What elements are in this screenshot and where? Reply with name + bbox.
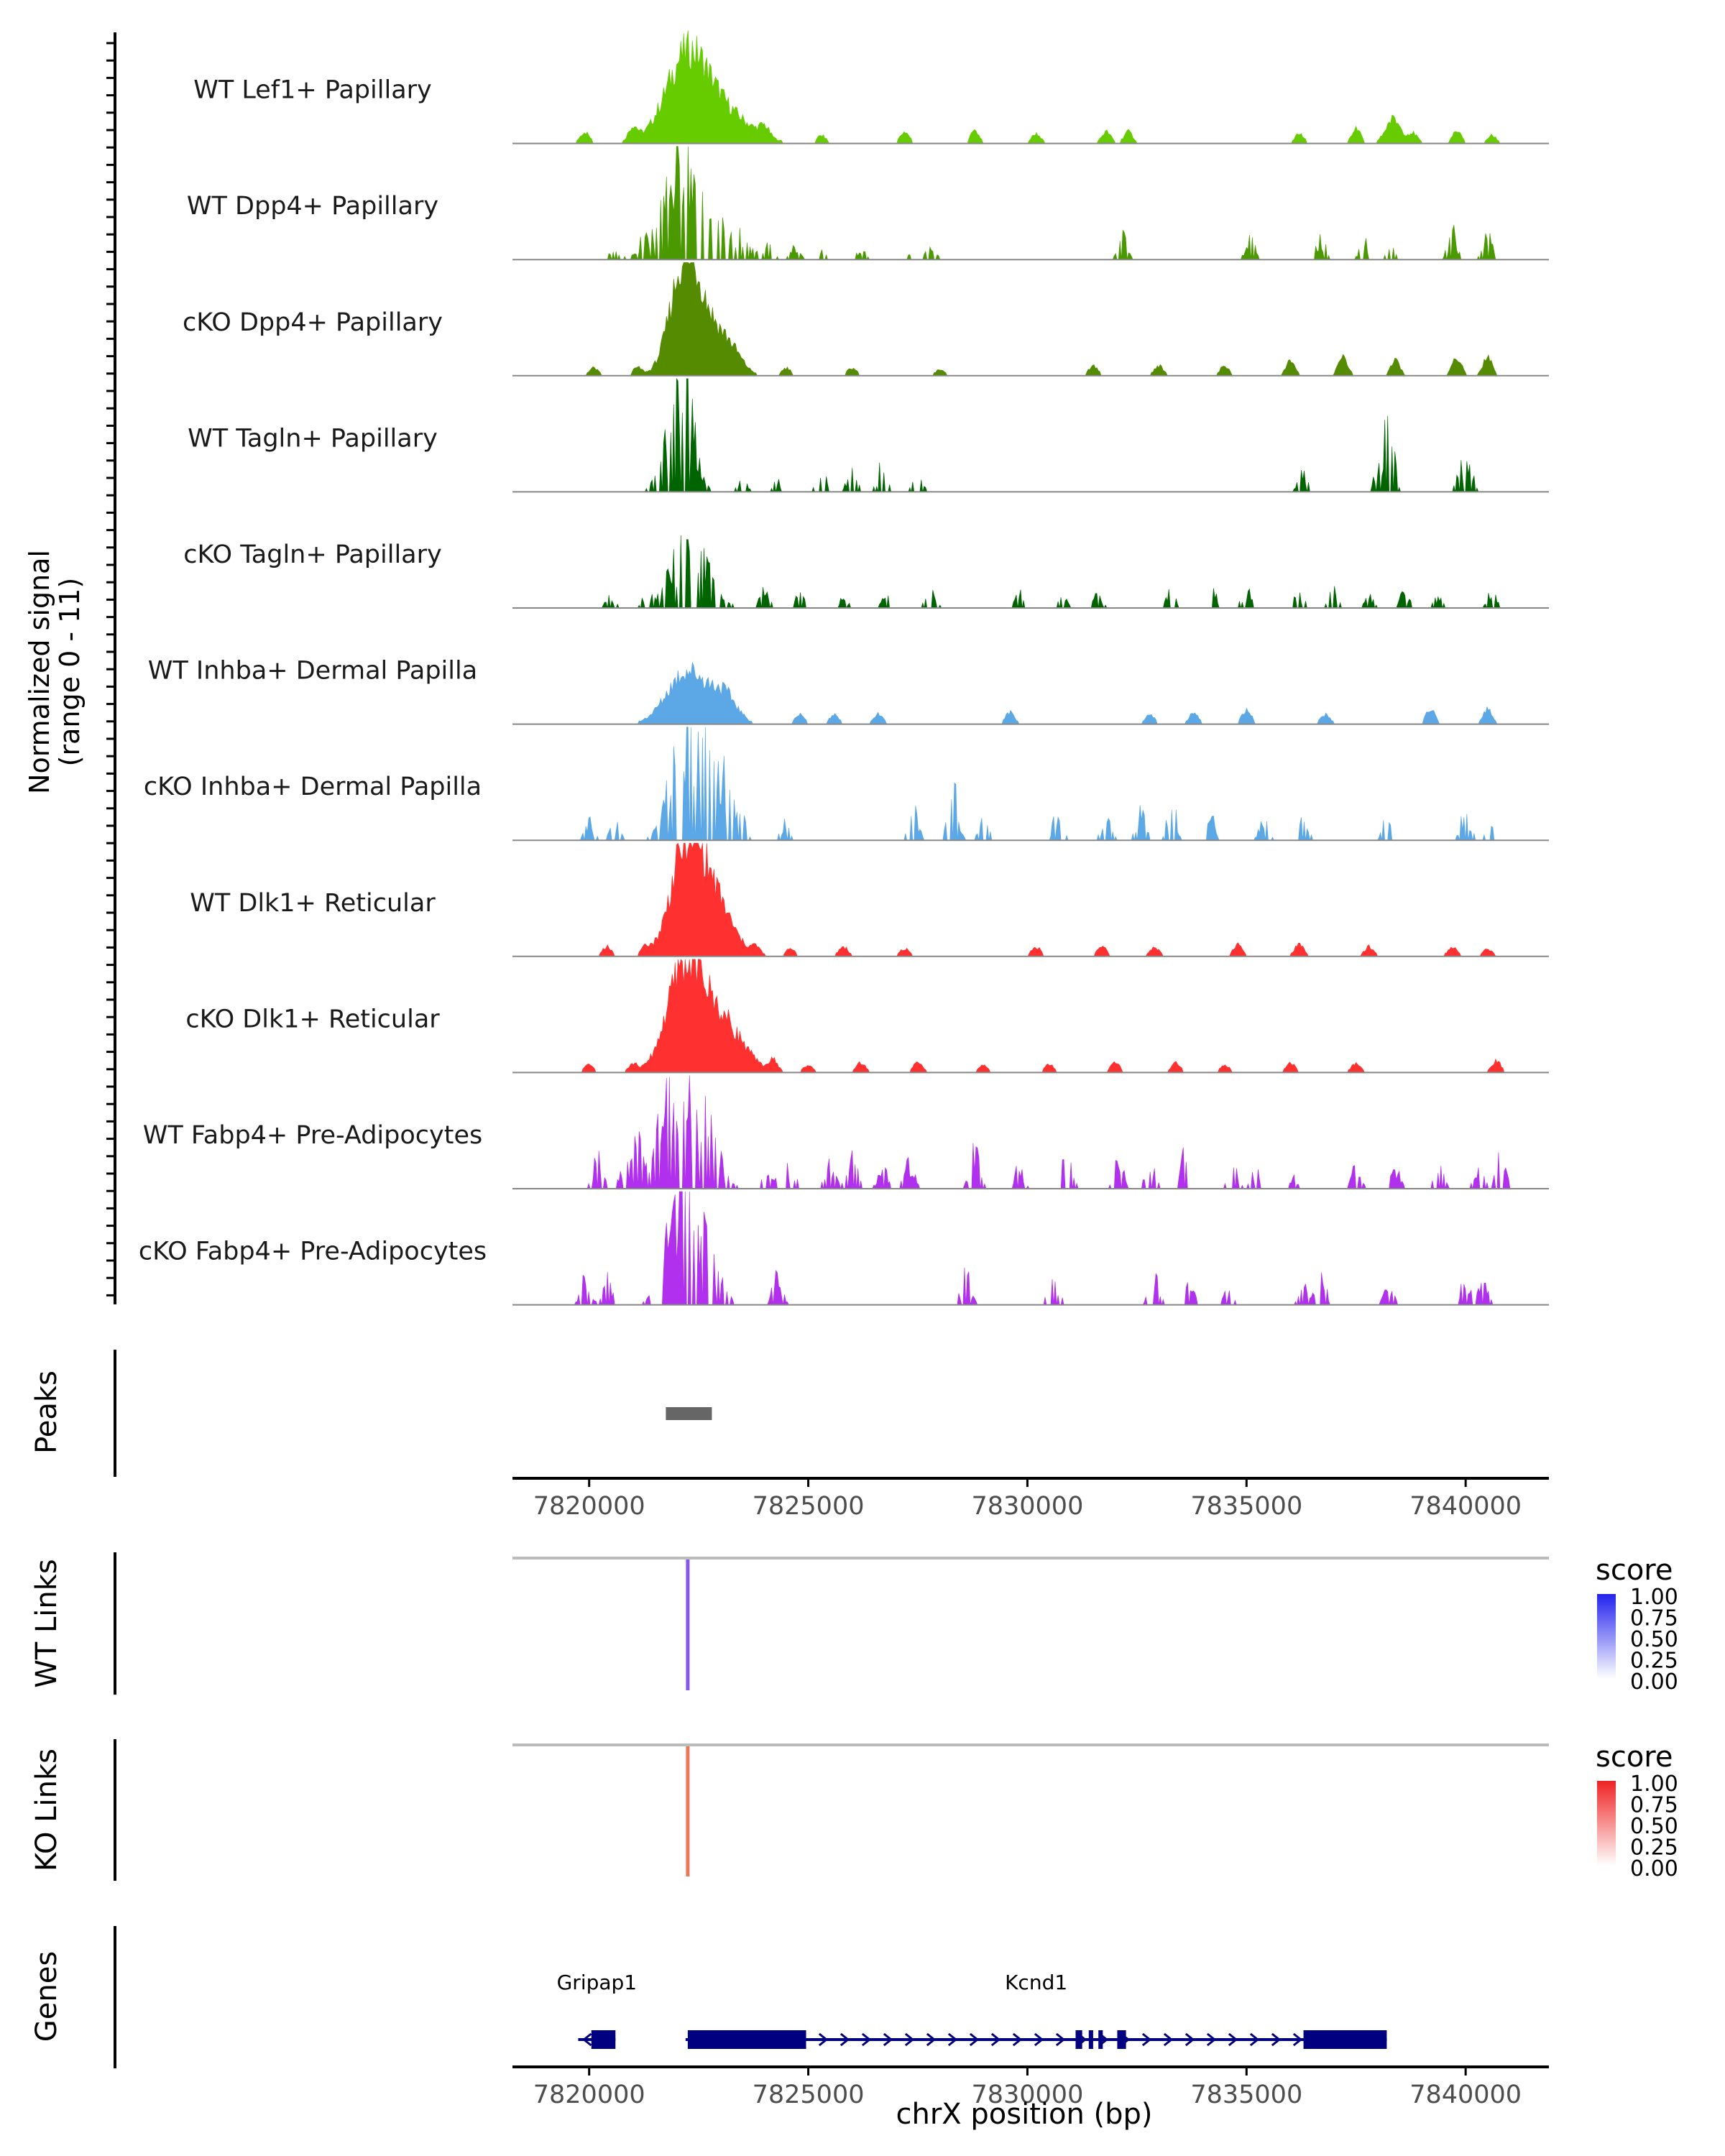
- links-label: KO Links: [30, 1749, 63, 1871]
- track-label: WT Dlk1+ Reticular: [190, 889, 436, 918]
- strand-chevron: [840, 2032, 850, 2047]
- gene-exon: [1117, 2030, 1126, 2049]
- track-label: WT Fabp4+ Pre-Adipocytes: [143, 1121, 482, 1150]
- peaks-track: Peaks: [30, 1350, 712, 1477]
- track-label: WT Inhba+ Dermal Papilla: [148, 657, 477, 686]
- legend-colorbar: [1597, 1781, 1616, 1866]
- signal-area: [512, 1075, 1549, 1189]
- axis-tick-label: 7820000: [533, 2081, 645, 2109]
- strand-chevron: [1206, 2032, 1217, 2047]
- peaks-label: Peaks: [30, 1370, 63, 1454]
- legend-tick-label: 0.00: [1630, 1669, 1678, 1695]
- signal-area: [512, 727, 1549, 842]
- x-axis-top: 7820000 7825000 7830000 7835000 7840000: [512, 1477, 1549, 1521]
- track-label: cKO Dlk1+ Reticular: [185, 1005, 440, 1033]
- axis-tick-label: 7835000: [1190, 1492, 1302, 1521]
- legend-tick-label: 0.00: [1630, 1856, 1678, 1881]
- gene-name: Kcnd1: [1005, 1971, 1067, 1994]
- gene-name: Gripap1: [557, 1971, 638, 1994]
- strand-chevron: [1228, 2032, 1238, 2047]
- strand-chevron: [861, 2032, 872, 2047]
- track-label: WT Lef1+ Papillary: [193, 76, 432, 105]
- strand-chevron: [1292, 2032, 1303, 2047]
- axis-tick-label: 7825000: [753, 2081, 865, 2109]
- axis-tick-label: 7835000: [1190, 2081, 1302, 2109]
- track-label: cKO Inhba+ Dermal Papilla: [144, 773, 482, 801]
- gene-exon: [1303, 2030, 1387, 2049]
- track-label: WT Dpp4+ Papillary: [187, 192, 438, 221]
- gene-exon: [591, 2030, 616, 2049]
- gene-exon: [1098, 2030, 1103, 2049]
- strand-chevron: [1163, 2032, 1174, 2047]
- legend-tick-label: 0.25: [1630, 1835, 1678, 1861]
- axis-tick-label: 7830000: [971, 1492, 1083, 1521]
- signal-area: [512, 662, 1549, 724]
- score-legends: score1.000.750.500.250.00score1.000.750.…: [1596, 1554, 1678, 1881]
- legend-tick-label: 1.00: [1630, 1772, 1678, 1797]
- axis-tick-label: 7820000: [533, 1492, 645, 1521]
- strand-chevron: [990, 2032, 1001, 2047]
- axis-tick-label: 7830000: [971, 2081, 1083, 2109]
- genes-label: Genes: [30, 1951, 63, 2042]
- legend-tick-label: 0.75: [1630, 1606, 1678, 1631]
- legend-title: score: [1596, 1741, 1673, 1774]
- signal-axis-label: Normalized signal: [24, 550, 55, 794]
- gene-exon: [1088, 2030, 1093, 2049]
- legend-colorbar: [1597, 1594, 1616, 1679]
- peak-region: [666, 1407, 712, 1420]
- strand-chevron: [1141, 2032, 1152, 2047]
- strand-chevron: [1184, 2032, 1195, 2047]
- signal-range-label: (range 0 - 11): [54, 578, 86, 767]
- signal-tracks: WT Lef1+ Papillary WT Dpp4+ Papillary cKO …: [106, 30, 1549, 1306]
- strand-chevron: [1271, 2032, 1282, 2047]
- x-axis-bottom: 7820000 7825000 7830000 7835000 7840000: [512, 2065, 1549, 2109]
- gene-exon: [1075, 2030, 1082, 2049]
- legend-tick-label: 0.25: [1630, 1649, 1678, 1674]
- strand-chevron: [818, 2032, 829, 2047]
- axis-tick-label: 7840000: [1409, 2081, 1522, 2109]
- strand-chevron: [1249, 2032, 1260, 2047]
- legend-tick-label: 0.50: [1630, 1627, 1678, 1652]
- track-label: cKO Dpp4+ Papillary: [183, 308, 443, 337]
- strand-chevron: [582, 2032, 592, 2047]
- legend-tick-label: 0.75: [1630, 1793, 1678, 1818]
- signal-area: [512, 842, 1549, 957]
- strand-chevron: [1012, 2032, 1023, 2047]
- signal-area: [512, 377, 1549, 493]
- gene-exon: [687, 2030, 806, 2049]
- track-label: cKO Tagln+ Papillary: [183, 540, 442, 569]
- legend-title: score: [1596, 1554, 1673, 1587]
- axis-tick-label: 7825000: [753, 1492, 865, 1521]
- legend-tick-label: 1.00: [1630, 1585, 1678, 1610]
- legend-tick-label: 0.50: [1630, 1814, 1678, 1839]
- strand-chevron: [947, 2032, 958, 2047]
- x-axis-title: chrX position (bp): [896, 2098, 1152, 2131]
- axis-tick-label: 7840000: [1409, 1492, 1522, 1521]
- strand-chevron: [969, 2032, 980, 2047]
- strand-chevron: [926, 2032, 937, 2047]
- strand-chevron: [1055, 2032, 1066, 2047]
- track-label: WT Tagln+ Papillary: [188, 424, 438, 453]
- signal-area: [512, 262, 1549, 377]
- signal-area: [512, 959, 1549, 1073]
- signal-area: [512, 1191, 1549, 1306]
- signal-area: [512, 30, 1549, 144]
- track-label: cKO Fabp4+ Pre-Adipocytes: [139, 1238, 487, 1266]
- signal-area: [512, 146, 1549, 261]
- signal-area: [512, 535, 1549, 609]
- links-label: WT Links: [30, 1559, 63, 1687]
- strand-chevron: [904, 2032, 915, 2047]
- genes-track: Genes Gripap1 Kcnd1: [30, 1926, 1387, 2068]
- strand-chevron: [1034, 2032, 1044, 2047]
- strand-chevron: [883, 2032, 893, 2047]
- link-tracks: WT Links KO Links: [30, 1552, 1549, 1881]
